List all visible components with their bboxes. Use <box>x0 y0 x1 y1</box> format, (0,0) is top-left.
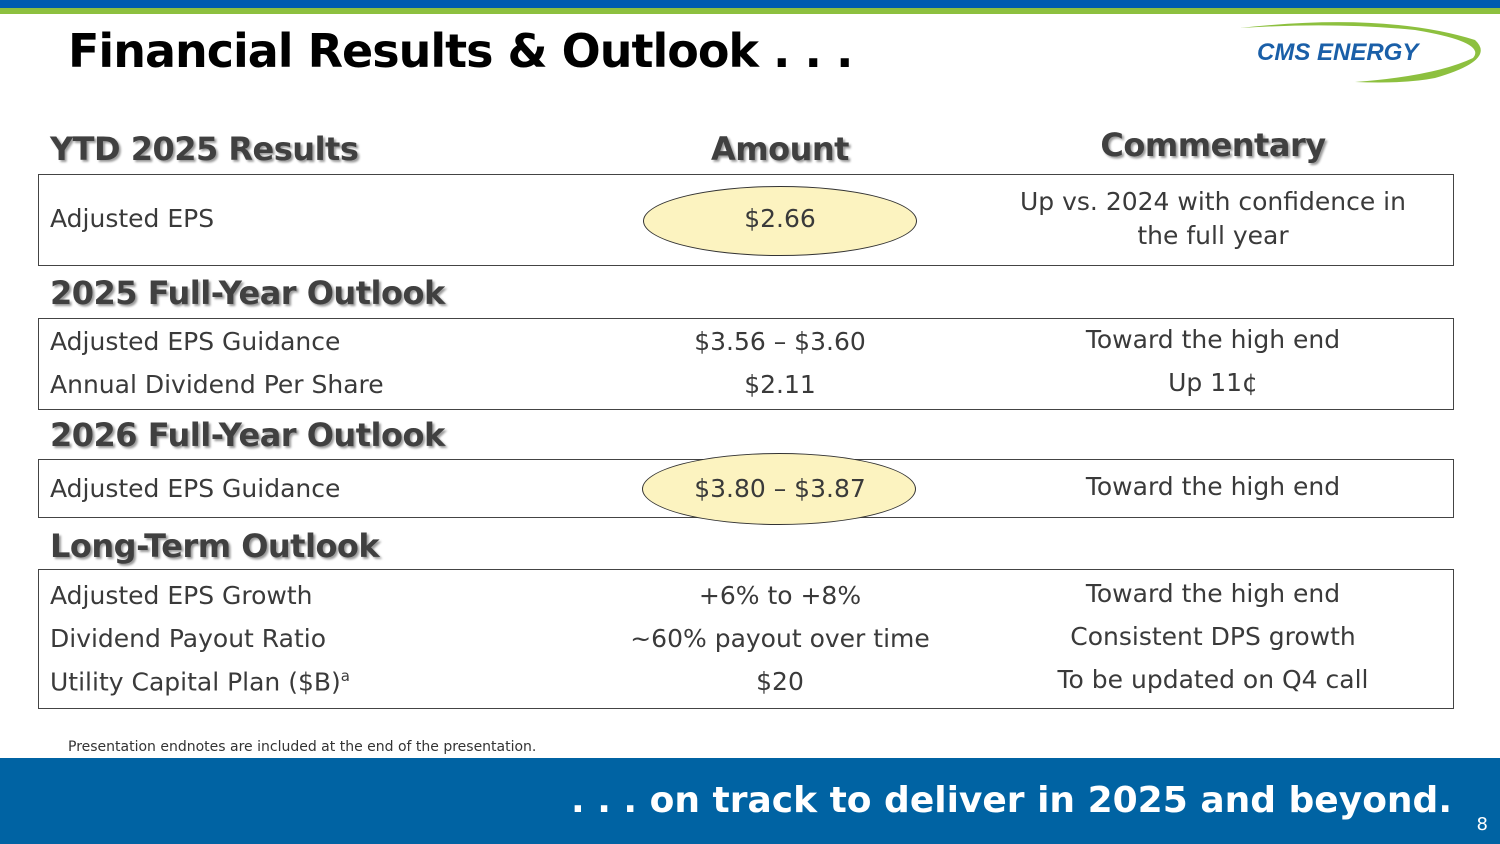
section-header-2026-outlook: 2026 Full-Year Outlook <box>50 416 445 454</box>
section-header-long-term-outlook: Long-Term Outlook <box>50 527 380 565</box>
row-amount: $3.56 – $3.60 <box>694 327 866 356</box>
top-blue-bar <box>0 0 1500 8</box>
row-amount: $2.11 <box>744 370 816 399</box>
row-commentary: Consistent DPS growth <box>1070 622 1356 651</box>
top-green-bar <box>0 8 1500 14</box>
footer-bar <box>0 758 1500 844</box>
row-label-text: Utility Capital Plan ($B) <box>50 667 341 697</box>
section-header-ytd-results: YTD 2025 Results <box>50 130 359 168</box>
row-amount: +6% to +8% <box>698 581 862 610</box>
endnote-marker: a <box>340 667 350 685</box>
cms-energy-logo: CMS ENERGY <box>1240 22 1481 83</box>
row-label: Adjusted EPS Growth <box>50 581 313 610</box>
row-amount: $20 <box>756 667 804 696</box>
row-label: Adjusted EPS Guidance <box>50 474 341 503</box>
2025-outlook-box <box>38 318 1454 410</box>
svg-text:CMS ENERGY: CMS ENERGY <box>1257 39 1420 66</box>
row-commentary: Toward the high end <box>1085 579 1341 608</box>
row-label: Dividend Payout Ratio <box>50 624 326 653</box>
highlight-oval <box>642 453 916 525</box>
row-commentary: To be updated on Q4 call <box>1057 665 1369 694</box>
page-title: Financial Results & Outlook . . . <box>68 24 853 78</box>
row-label: Adjusted EPS Guidance <box>50 327 341 356</box>
row-amount: $2.66 <box>744 204 816 233</box>
column-header-amount: Amount <box>711 130 849 168</box>
row-commentary: Toward the high end <box>1085 472 1341 501</box>
page-number: 8 <box>1476 814 1488 835</box>
row-label: Adjusted EPS <box>50 204 215 233</box>
row-amount: $3.80 – $3.87 <box>694 474 866 503</box>
ytd-results-box <box>38 174 1454 266</box>
row-label: Utility Capital Plan ($B)a <box>50 667 350 696</box>
tagline: . . . on track to deliver in 2025 and be… <box>570 780 1452 821</box>
column-header-commentary: Commentary <box>1100 126 1326 164</box>
highlight-oval <box>643 186 917 256</box>
row-commentary: Toward the high end <box>1085 325 1341 354</box>
row-commentary: Up vs. 2024 with confidence in the full … <box>1020 187 1406 250</box>
row-amount: ~60% payout over time <box>630 624 930 653</box>
row-label: Annual Dividend Per Share <box>50 370 384 399</box>
row-commentary: Up 11¢ <box>1168 368 1258 397</box>
section-header-2025-outlook: 2025 Full-Year Outlook <box>50 274 445 312</box>
long-term-outlook-box <box>38 569 1454 709</box>
endnote-text: Presentation endnotes are included at th… <box>68 739 537 755</box>
